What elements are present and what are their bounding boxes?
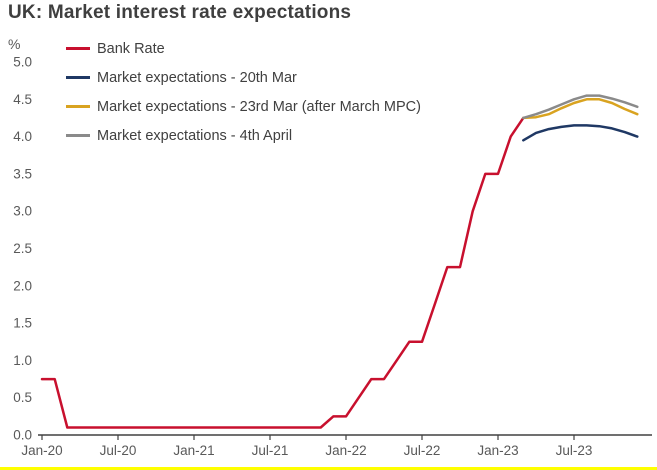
y-tick-label: 5.0 bbox=[13, 55, 32, 70]
legend-label-expectations-4th-april: Market expectations - 4th April bbox=[97, 127, 293, 144]
x-tick-label: Jan-21 bbox=[173, 443, 214, 458]
x-tick-label: Jul-21 bbox=[252, 443, 289, 458]
series-line-2 bbox=[522, 98, 639, 120]
y-tick-label: 0.0 bbox=[13, 428, 32, 443]
series-line-1 bbox=[522, 124, 639, 142]
y-tick-label: 4.5 bbox=[13, 92, 32, 107]
bottom-accent-line bbox=[0, 467, 657, 470]
legend-item-expectations-20th-mar: Market expectations - 20th Mar bbox=[66, 63, 421, 92]
legend-item-expectations-23rd-mar: Market expectations - 23rd Mar (after Ma… bbox=[66, 92, 421, 121]
y-tick-label: 2.0 bbox=[13, 278, 32, 293]
x-tick-label: Jul-22 bbox=[404, 443, 441, 458]
y-tick-label: 0.5 bbox=[13, 390, 32, 405]
y-tick-label: 4.0 bbox=[13, 129, 32, 144]
legend-item-bank-rate: Bank Rate bbox=[66, 34, 421, 63]
legend-swatch-expectations-4th-april bbox=[66, 134, 90, 137]
x-tick-label: Jan-22 bbox=[325, 443, 366, 458]
y-tick-label: 2.5 bbox=[13, 241, 32, 256]
x-tick-label: Jul-20 bbox=[100, 443, 137, 458]
legend-label-expectations-23rd-mar: Market expectations - 23rd Mar (after Ma… bbox=[97, 98, 421, 115]
series-line-0 bbox=[40, 116, 525, 429]
legend-item-expectations-4th-april: Market expectations - 4th April bbox=[66, 121, 421, 150]
x-tick-label: Jan-23 bbox=[477, 443, 518, 458]
legend-label-bank-rate: Bank Rate bbox=[97, 40, 165, 57]
y-tick-label: 1.0 bbox=[13, 353, 32, 368]
legend-swatch-expectations-23rd-mar bbox=[66, 105, 90, 108]
y-tick-label: 3.5 bbox=[13, 166, 32, 181]
x-tick-label: Jan-20 bbox=[21, 443, 62, 458]
legend-swatch-expectations-20th-mar bbox=[66, 76, 90, 79]
y-tick-label: 3.0 bbox=[13, 204, 32, 219]
legend-swatch-bank-rate bbox=[66, 47, 90, 50]
x-tick-label: Jul-23 bbox=[556, 443, 593, 458]
chart-legend: Bank Rate Market expectations - 20th Mar… bbox=[66, 34, 421, 150]
legend-label-expectations-20th-mar: Market expectations - 20th Mar bbox=[97, 69, 297, 86]
y-axis-unit-label: % bbox=[8, 36, 21, 52]
series-line-3 bbox=[522, 94, 639, 120]
y-tick-label: 1.5 bbox=[13, 316, 32, 331]
chart-title: UK: Market interest rate expectations bbox=[8, 2, 352, 23]
